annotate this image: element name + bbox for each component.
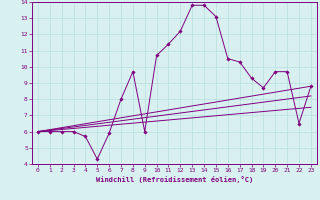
X-axis label: Windchill (Refroidissement éolien,°C): Windchill (Refroidissement éolien,°C): [96, 176, 253, 183]
